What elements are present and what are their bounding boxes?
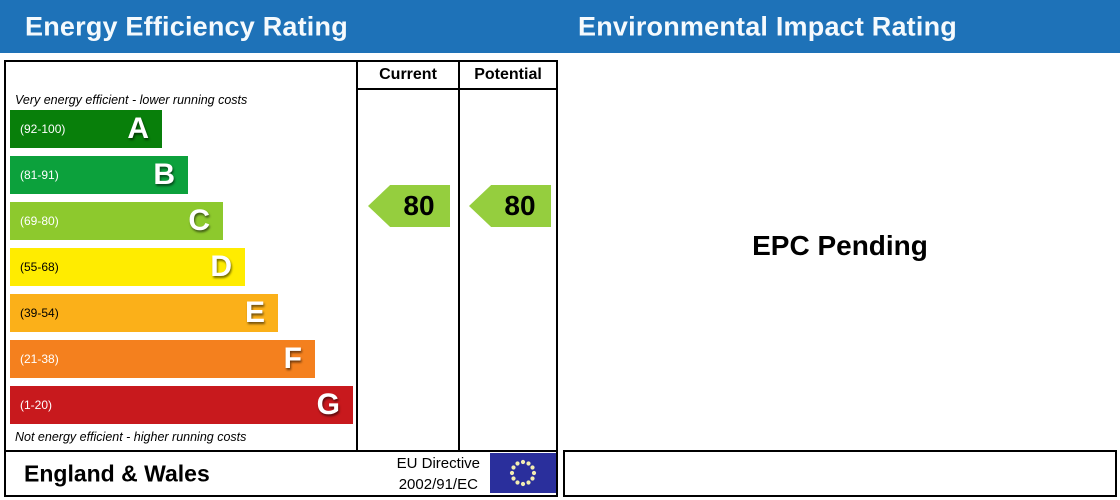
environmental-rating-title: Environmental Impact Rating	[578, 11, 957, 41]
band-row-c: (69-80) C	[10, 202, 223, 240]
energy-rating-title: Energy Efficiency Rating	[25, 11, 348, 41]
footer-divider	[6, 450, 556, 452]
eu-directive-line1: EU Directive	[396, 454, 480, 472]
band-letter: C	[188, 204, 210, 237]
column-divider	[458, 62, 460, 450]
band-row-g: (1-20) G	[10, 386, 353, 424]
band-range: (39-54)	[20, 306, 59, 320]
epc-pending-status: EPC Pending	[752, 230, 928, 261]
band-letter: B	[153, 158, 175, 191]
band-letter: A	[127, 112, 149, 145]
band-row-e: (39-54) E	[10, 294, 278, 332]
band-range: (21-38)	[20, 352, 59, 366]
potential-rating-value: 80	[504, 190, 536, 221]
header-underline	[356, 88, 556, 90]
region-label: England & Wales	[24, 460, 210, 486]
bottom-note: Not energy efficient - higher running co…	[15, 430, 247, 444]
column-header-potential: Potential	[474, 66, 542, 83]
band-range: (92-100)	[20, 122, 66, 136]
band-range: (69-80)	[20, 214, 59, 228]
environmental-footer-panel: England & Wales EU Directive 2002/91/EC	[563, 450, 1117, 497]
eu-directive-line2: 2002/91/EC	[398, 475, 478, 493]
band-letter: E	[244, 296, 265, 329]
current-rating-arrow: 80	[368, 185, 450, 227]
top-note: Very energy efficient - lower running co…	[15, 93, 248, 107]
band-range: (81-91)	[20, 168, 59, 182]
current-rating-value: 80	[403, 190, 435, 221]
potential-rating-arrow: 80	[469, 185, 551, 227]
rating-bands: (92-100) A (81-91) B (69-80) C (55-68) D…	[10, 110, 356, 432]
band-row-f: (21-38) F	[10, 340, 315, 378]
eu-directive-label: EU Directive 2002/91/EC	[397, 453, 480, 495]
band-row-a: (92-100) A	[10, 110, 162, 148]
header-bar: Energy Efficiency Rating Environmental I…	[0, 0, 1120, 53]
band-letter: D	[210, 250, 232, 283]
band-range: (55-68)	[20, 260, 59, 274]
column-header-current: Current	[379, 66, 437, 83]
left-footer: England & Wales EU Directive 2002/91/EC	[6, 452, 556, 495]
energy-efficiency-panel: Current Potential Very energy efficient …	[4, 60, 558, 497]
band-letter: F	[283, 342, 302, 375]
band-range: (1-20)	[20, 398, 53, 412]
band-letter: G	[316, 388, 340, 421]
band-row-b: (81-91) B	[10, 156, 188, 194]
column-divider	[356, 62, 358, 450]
eu-flag-icon	[490, 453, 556, 493]
band-row-d: (55-68) D	[10, 248, 245, 286]
